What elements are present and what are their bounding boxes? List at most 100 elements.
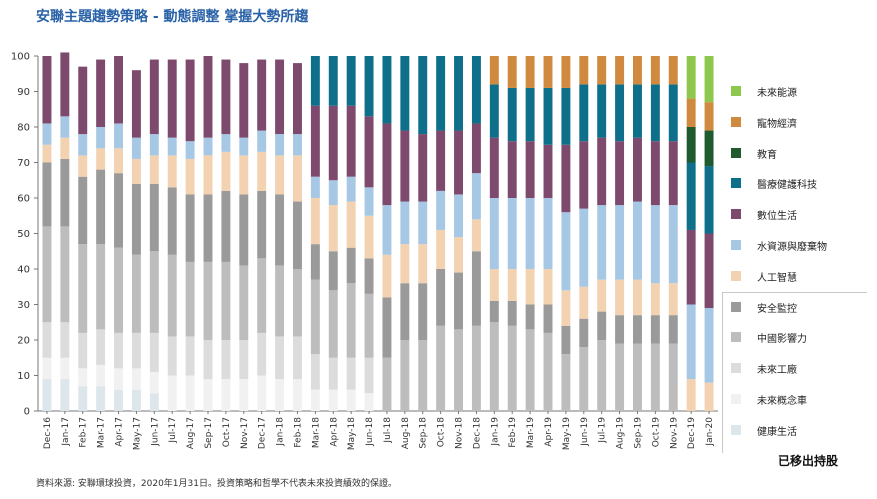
legend-label: 中國影響力 xyxy=(757,334,807,346)
bar-segment xyxy=(418,244,428,284)
x-tick-label: Oct-18 xyxy=(437,417,447,448)
bar-segment xyxy=(704,102,714,131)
bar-segment xyxy=(78,368,88,387)
bar-segment xyxy=(633,201,642,280)
bar-segment xyxy=(489,198,499,269)
bar-segment xyxy=(96,127,106,149)
x-tick-label: Dec-17 xyxy=(258,417,268,449)
bar-segment xyxy=(346,176,356,202)
bar-segment xyxy=(597,137,607,206)
bar-segment xyxy=(293,379,302,411)
bar-segment xyxy=(96,169,106,245)
bar-segment xyxy=(346,201,356,248)
bar-segment xyxy=(131,254,141,333)
x-tick-label: Jun-18 xyxy=(365,417,375,447)
bar-segment xyxy=(686,229,696,305)
y-tick-label: 100 xyxy=(11,52,30,63)
bar-segment xyxy=(650,315,660,344)
bar-segment xyxy=(400,244,410,284)
bar-segment xyxy=(114,148,123,174)
bar-segment xyxy=(471,173,481,220)
bar-segment xyxy=(185,141,195,159)
bar-segment xyxy=(60,52,70,117)
bar-segment xyxy=(364,393,374,411)
bar-segment xyxy=(597,279,607,312)
bar-segment xyxy=(78,66,88,135)
bar-segment xyxy=(561,354,571,411)
bar-segment xyxy=(525,56,535,88)
bar-segment xyxy=(436,190,446,230)
bar-segment xyxy=(96,329,106,365)
bar-segment xyxy=(400,56,410,131)
x-tick-label: Dec-19 xyxy=(687,417,697,449)
legend-label: 醫療健護科技 xyxy=(757,180,817,192)
bar-segment xyxy=(203,56,213,138)
bar-segment xyxy=(78,332,88,369)
bar-segment xyxy=(257,130,267,152)
bar-segment xyxy=(668,343,678,411)
bar-segment xyxy=(418,283,428,340)
bar-segment xyxy=(203,340,213,380)
bar-segment xyxy=(579,141,589,209)
bar-segment xyxy=(96,364,106,387)
x-tick-label: Jul-19 xyxy=(598,417,608,444)
bar-segment xyxy=(418,340,428,411)
bar-segment xyxy=(114,389,123,411)
bar-segment xyxy=(543,56,553,88)
bar-segment xyxy=(471,219,481,252)
x-tick-label: Sep-19 xyxy=(633,417,643,449)
bar-segment xyxy=(400,130,410,202)
bar-segment xyxy=(293,201,302,269)
removed-holdings-note: 已移出持股 xyxy=(778,454,839,468)
legend-swatch xyxy=(731,363,741,374)
bar-segment xyxy=(436,325,446,411)
bar-segment xyxy=(668,84,678,142)
bar-segment xyxy=(239,63,249,138)
bar-segment xyxy=(42,379,52,411)
x-tick-label: Jan-18 xyxy=(276,417,286,447)
bar-segment xyxy=(507,141,517,198)
bar-segment xyxy=(543,269,553,305)
bar-segment xyxy=(650,56,660,85)
legend-label: 數位生活 xyxy=(757,211,797,223)
y-tick-label: 80 xyxy=(17,123,30,134)
x-tick-label: Feb-17 xyxy=(79,417,89,448)
bar-segment xyxy=(507,300,517,326)
bar-segment xyxy=(543,87,553,145)
y-tick-label: 10 xyxy=(17,371,30,382)
bar-segment xyxy=(185,194,195,262)
bar-segment xyxy=(221,340,231,380)
bar-segment xyxy=(96,148,106,170)
legend-label: 人工智慧 xyxy=(757,272,797,284)
bar-segment xyxy=(131,137,141,159)
bar-segment xyxy=(686,162,696,230)
bar-segment xyxy=(114,56,123,124)
bar-segment xyxy=(203,137,213,156)
bar-segment xyxy=(650,84,660,142)
bar-segment xyxy=(364,258,374,294)
chart-title: 安聯主題趨勢策略 - 動態調整 掌握大勢所趨 xyxy=(36,9,309,25)
x-tick-label: Dec-16 xyxy=(43,417,53,449)
bar-segment xyxy=(507,198,517,269)
legend-label: 健康生活 xyxy=(757,426,797,438)
bar-segment xyxy=(185,375,195,411)
x-tick-label: Jul-18 xyxy=(383,417,393,444)
bar-segment xyxy=(579,286,589,319)
legend-swatch xyxy=(731,301,741,312)
bar-segment xyxy=(364,215,374,259)
bar-segment xyxy=(346,357,356,390)
bar-segment xyxy=(185,158,195,195)
y-tick-label: 30 xyxy=(17,300,30,311)
bar-segment xyxy=(507,269,517,301)
x-tick-label: Mar-17 xyxy=(97,417,107,448)
bar-segment xyxy=(579,347,589,411)
bar-segment xyxy=(310,389,320,411)
bar-segment xyxy=(167,59,177,138)
x-tick-label: Sep-18 xyxy=(419,417,429,449)
bar-segment xyxy=(704,382,714,411)
bar-segment xyxy=(650,141,660,206)
bar-segment xyxy=(275,59,285,135)
bar-segment xyxy=(60,116,70,138)
bar-segment xyxy=(328,251,338,291)
x-tick-label: Feb-19 xyxy=(508,417,518,448)
